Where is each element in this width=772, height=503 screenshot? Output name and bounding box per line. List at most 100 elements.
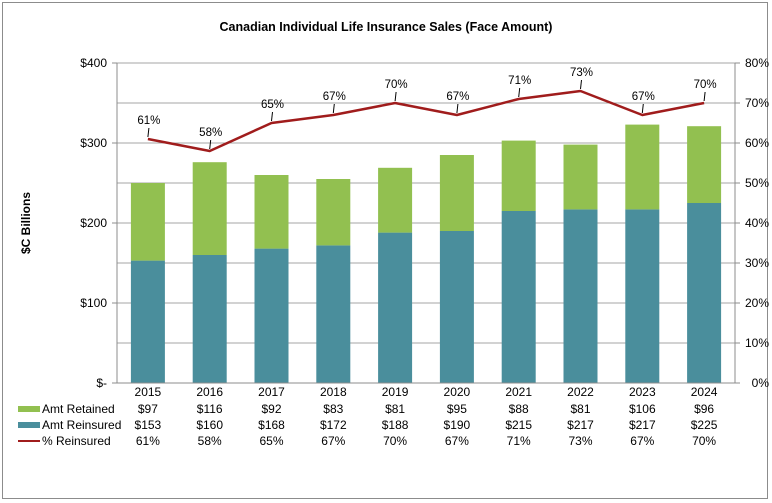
table-cell: 67%	[630, 434, 655, 448]
table-cell: $95	[446, 402, 467, 416]
table-cell: 58%	[197, 434, 222, 448]
data-labels: 61% 58% 65% 67% 70% 67% 71% 73% 67% 70%	[137, 67, 717, 150]
table-cell: 70%	[692, 434, 717, 448]
y-tick-label: $200	[80, 216, 107, 230]
bar-amt-reinsured	[563, 209, 598, 383]
legend-entry: Amt Reinsured	[18, 418, 121, 432]
table-cell: 67%	[444, 434, 469, 448]
y2-tick-label: 40%	[745, 216, 769, 230]
data-label-leader	[703, 91, 706, 102]
bar-amt-retained	[501, 140, 536, 211]
legend-label: Amt Reinsured	[42, 418, 122, 432]
data-label: 61%	[137, 115, 160, 127]
bar-amt-reinsured	[192, 255, 227, 383]
table-cell: $116	[196, 402, 223, 416]
data-label: 70%	[694, 79, 717, 91]
table-cell: 71%	[506, 434, 531, 448]
y-tick-label: $300	[80, 136, 107, 150]
y2-tick-label: 30%	[745, 256, 769, 270]
y2-tick-label: 60%	[745, 136, 769, 150]
table-cell: $160	[196, 418, 224, 432]
legend-line-marker	[18, 439, 40, 443]
table-cell: 70%	[383, 434, 408, 448]
table-cell: $225	[690, 418, 718, 432]
y2-tick-label: 70%	[745, 96, 769, 110]
x-tick-label: 2017	[258, 385, 285, 399]
x-tick-label: 2022	[567, 385, 594, 399]
bar-amt-reinsured	[130, 260, 165, 383]
bar-amt-reinsured	[501, 211, 536, 383]
table-cell: $96	[694, 402, 715, 416]
table-cell: 65%	[259, 434, 284, 448]
bar-amt-retained	[192, 162, 227, 255]
legend-swatch	[18, 422, 40, 428]
data-label: 58%	[199, 127, 222, 139]
table-cell: $188	[381, 418, 409, 432]
table-cell: $106	[628, 402, 656, 416]
y2-tick-label: 80%	[745, 56, 769, 70]
bar-amt-retained	[625, 124, 660, 210]
legend-entry: % Reinsured	[18, 434, 111, 448]
data-label: 65%	[261, 99, 284, 111]
y-axis-ticks: $- $100 $200 $300 $400	[80, 56, 107, 390]
x-tick-label: 2021	[505, 385, 533, 399]
y2-tick-label: 10%	[745, 336, 769, 350]
bar-amt-reinsured	[687, 203, 722, 383]
y2-tick-label: 0%	[752, 376, 770, 390]
data-label-leader	[332, 103, 335, 114]
legend-label: % Reinsured	[42, 434, 111, 448]
x-tick-label: 2023	[628, 385, 656, 399]
table-cell: 61%	[135, 434, 160, 448]
data-label-leader	[271, 111, 273, 122]
table-cell: $92	[261, 402, 282, 416]
table-cell: $190	[443, 418, 471, 432]
data-label-leader	[147, 127, 150, 138]
table-cell: $81	[385, 402, 406, 416]
table-cell: $217	[628, 418, 656, 432]
y-tick-label: $100	[80, 296, 107, 310]
table-cell: $97	[137, 402, 158, 416]
bar-amt-retained	[316, 179, 351, 246]
data-label-leader	[580, 79, 582, 90]
data-label-leader	[394, 91, 397, 102]
y-tick-label: $-	[96, 376, 107, 390]
data-label: 67%	[446, 91, 469, 103]
bar-amt-retained	[439, 155, 474, 231]
y2-axis-ticks: 0% 10% 20% 30% 40% 50% 60% 70% 80%	[745, 56, 769, 390]
bar-amt-retained	[378, 167, 413, 233]
y2-tick-label: 50%	[745, 176, 769, 190]
data-label-leader	[518, 87, 521, 98]
x-tick-label: 2020	[443, 385, 471, 399]
data-label: 71%	[508, 75, 531, 87]
data-label: 67%	[323, 91, 346, 103]
data-label-leader	[456, 103, 459, 114]
table-cell: 67%	[321, 434, 346, 448]
bar-amt-reinsured	[439, 231, 474, 383]
x-tick-label: 2016	[196, 385, 224, 399]
table-cell: $172	[319, 418, 347, 432]
table-cell: $217	[567, 418, 594, 432]
x-tick-label: 2015	[134, 385, 162, 399]
bar-amt-reinsured	[254, 248, 289, 383]
table-cell: $168	[258, 418, 285, 432]
bars	[130, 124, 722, 383]
bar-amt-retained	[687, 126, 722, 203]
bar-amt-retained	[254, 175, 289, 249]
table-cell: $215	[505, 418, 533, 432]
bar-amt-retained	[130, 183, 165, 261]
data-label: 70%	[385, 79, 408, 91]
table-cell: 73%	[568, 434, 593, 448]
data-label: 73%	[570, 67, 593, 79]
legend-entry: Amt Retained	[18, 402, 115, 416]
bar-amt-reinsured	[316, 245, 351, 383]
x-tick-label: 2019	[381, 385, 409, 399]
y2-tick-label: 20%	[745, 296, 769, 310]
table-cell: $83	[323, 402, 344, 416]
table-cell: $153	[134, 418, 162, 432]
y-tick-label: $400	[80, 56, 107, 70]
legend-label: Amt Retained	[42, 402, 115, 416]
x-tick-label: 2018	[319, 385, 347, 399]
percent-line	[147, 89, 705, 153]
table-cell: $81	[570, 402, 591, 416]
